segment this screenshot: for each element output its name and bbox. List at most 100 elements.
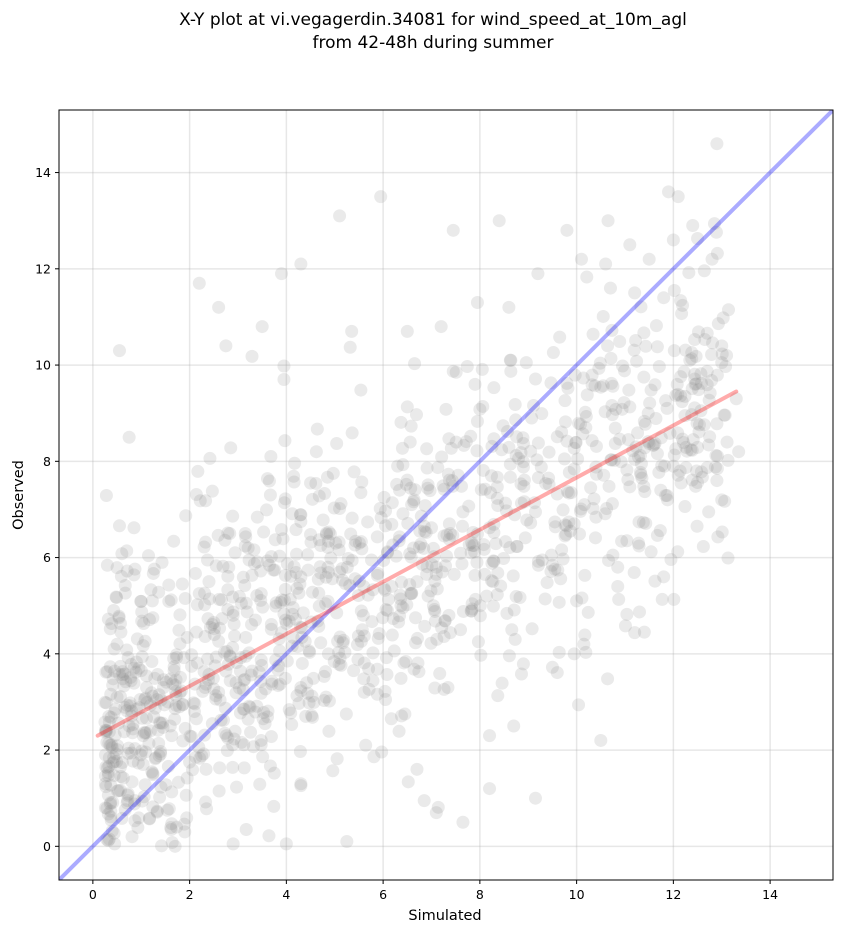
scatter-point [267, 799, 281, 813]
scatter-point [437, 682, 451, 696]
scatter-point [293, 745, 307, 759]
scatter-point [304, 615, 318, 629]
scatter-point [137, 616, 151, 630]
x-axis-label: Simulated [408, 908, 481, 924]
scatter-point [685, 473, 699, 487]
scatter-point [139, 726, 153, 740]
scatter-point [236, 683, 250, 697]
scatter-point [658, 459, 672, 473]
scatter-point [677, 436, 691, 450]
scatter-point [239, 596, 253, 610]
scatter-point [129, 702, 143, 716]
scatter-point [121, 651, 135, 665]
scatter-point [519, 356, 533, 370]
scatter-point [128, 794, 142, 808]
scatter-point [710, 246, 724, 260]
scatter-point [710, 474, 724, 488]
scatter-point [193, 751, 207, 765]
scatter-point [301, 686, 315, 700]
scatter-point [196, 684, 210, 698]
scatter-point [269, 596, 283, 610]
scatter-point [632, 450, 646, 464]
scatter-point [98, 801, 112, 815]
scatter-point [268, 533, 282, 547]
scatter-point [330, 606, 344, 620]
scatter-point [567, 462, 581, 476]
scatter-point [146, 800, 160, 814]
scatter-point [295, 656, 309, 670]
scatter-point [612, 592, 626, 606]
scatter-point [509, 449, 523, 463]
scatter-point [505, 623, 519, 637]
scatter-point [333, 501, 347, 515]
scatter-point [294, 684, 308, 698]
scatter-point [232, 681, 246, 695]
scatter-point [102, 759, 116, 773]
scatter-point [120, 643, 134, 657]
scatter-point [153, 716, 167, 730]
scatter-point [700, 364, 714, 378]
scatter-point [159, 778, 173, 792]
scatter-point [445, 474, 459, 488]
scatter-point [247, 557, 261, 571]
scatter-point [286, 607, 300, 621]
scatter-point [633, 465, 647, 479]
scatter-point [615, 534, 629, 548]
scatter-point [397, 656, 411, 670]
scatter-point [287, 469, 301, 483]
scatter-point [170, 820, 184, 834]
scatter-point [354, 535, 368, 549]
scatter-point [99, 696, 113, 710]
scatter-point [104, 687, 118, 701]
scatter-point [137, 790, 151, 804]
scatter-point [689, 377, 703, 391]
scatter-point [282, 614, 296, 628]
scatter-point [394, 671, 408, 685]
scatter-point [127, 521, 141, 535]
scatter-point [305, 492, 319, 506]
scatter-point [647, 438, 661, 452]
scatter-point [288, 456, 302, 470]
scatter-point [441, 467, 455, 481]
scatter-point [470, 296, 484, 309]
scatter-point [604, 351, 618, 365]
scatter-point [408, 357, 422, 371]
scatter-point [357, 629, 371, 643]
scatter-point [254, 674, 268, 688]
scatter-point [464, 604, 478, 618]
scatter-point [165, 835, 179, 849]
scatter-point [516, 437, 530, 451]
scatter-point [691, 475, 705, 489]
scatter-point [553, 330, 567, 344]
scatter-point [107, 769, 121, 783]
scatter-point [700, 378, 714, 392]
scatter-point [163, 719, 177, 733]
scatter-point [407, 493, 421, 507]
x-tick-label: 0 [89, 887, 97, 902]
scatter-point [464, 429, 478, 443]
scatter-point [378, 583, 392, 597]
scatter-point [301, 563, 315, 577]
scatter-point [400, 400, 414, 414]
scatter-point [199, 762, 213, 776]
scatter-point [374, 511, 388, 525]
scatter-point [517, 473, 531, 487]
scatter-point [620, 463, 634, 477]
scatter-point [706, 336, 720, 350]
scatter-point [468, 377, 482, 391]
scatter-point [221, 569, 235, 583]
scatter-point [399, 655, 413, 669]
scatter-point [202, 592, 216, 606]
scatter-point [212, 784, 226, 798]
scatter-point [720, 348, 734, 362]
scatter-point [357, 672, 371, 686]
scatter-point [454, 623, 468, 637]
scatter-point [347, 664, 361, 678]
scatter-point [146, 768, 160, 782]
scatter-point [192, 740, 206, 754]
scatter-point [112, 519, 126, 533]
scatter-point [252, 665, 266, 679]
scatter-point [392, 724, 406, 738]
scatter-point [120, 698, 134, 712]
scatter-point [716, 311, 730, 325]
